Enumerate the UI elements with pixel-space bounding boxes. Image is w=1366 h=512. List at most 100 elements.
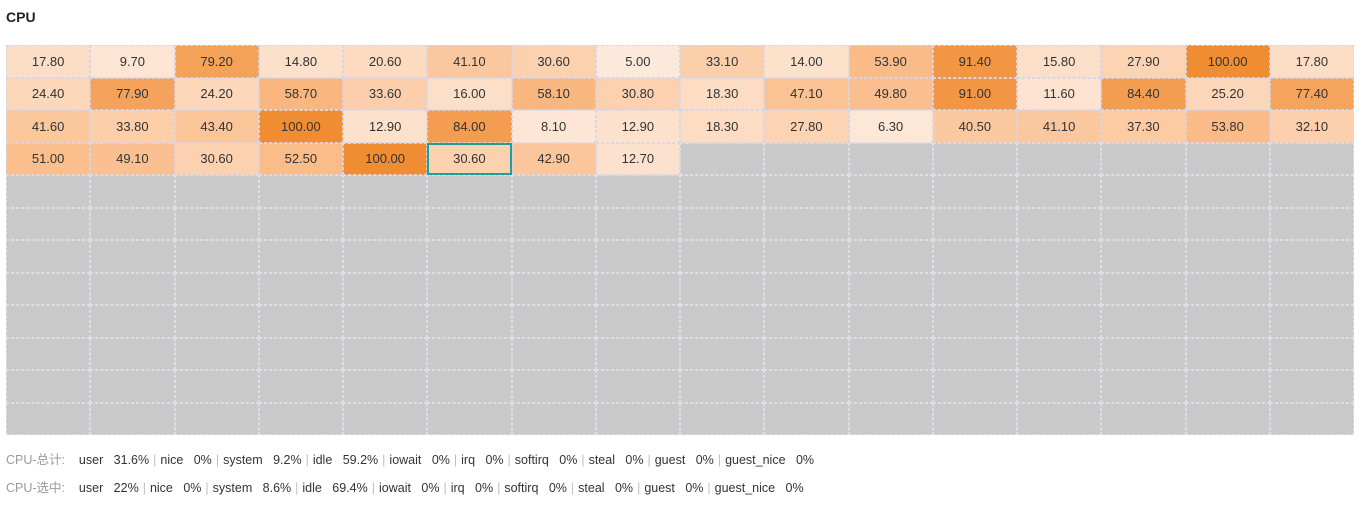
empty-cell	[848, 337, 933, 370]
stat-name: system	[212, 481, 263, 495]
cpu-core-cell[interactable]: 41.10	[427, 45, 512, 78]
empty-cell	[1185, 175, 1270, 208]
cpu-core-cell[interactable]: 100.00	[1185, 45, 1270, 78]
cpu-core-cell[interactable]: 12.90	[595, 110, 680, 143]
cpu-core-cell[interactable]: 30.80	[595, 77, 680, 110]
cpu-core-cell[interactable]: 58.10	[511, 77, 596, 110]
empty-cell	[511, 305, 596, 338]
cpu-core-cell[interactable]: 11.60	[1017, 77, 1102, 110]
cpu-core-cell[interactable]: 6.30	[848, 110, 933, 143]
cpu-core-cell[interactable]: 91.40	[932, 45, 1017, 78]
cpu-core-cell[interactable]: 84.00	[427, 110, 512, 143]
cpu-core-cell[interactable]: 27.90	[1101, 45, 1186, 78]
cpu-core-cell[interactable]: 33.10	[680, 45, 765, 78]
separator: |	[153, 453, 157, 467]
separator: |	[717, 453, 722, 467]
empty-cell	[932, 207, 1017, 240]
cpu-core-cell[interactable]: 8.10	[511, 110, 596, 143]
cpu-core-cell[interactable]: 49.10	[90, 142, 175, 175]
empty-cell	[258, 370, 343, 403]
empty-cell	[1017, 370, 1102, 403]
empty-cell	[848, 402, 933, 435]
cpu-core-cell[interactable]: 18.30	[680, 110, 765, 143]
empty-cell	[1185, 240, 1270, 273]
empty-cell	[595, 337, 680, 370]
cpu-core-cell[interactable]: 12.90	[343, 110, 428, 143]
empty-cell	[511, 272, 596, 305]
empty-cell	[764, 175, 849, 208]
empty-cell	[1017, 337, 1102, 370]
cpu-core-cell[interactable]: 14.00	[764, 45, 849, 78]
cpu-core-cell[interactable]: 30.60	[174, 142, 259, 175]
cpu-core-cell[interactable]: 100.00	[343, 142, 428, 175]
cpu-core-cell[interactable]: 33.60	[343, 77, 428, 110]
empty-cell	[427, 337, 512, 370]
empty-cell	[1269, 370, 1354, 403]
empty-cell	[6, 370, 91, 403]
cpu-core-cell[interactable]: 24.40	[6, 77, 91, 110]
cpu-core-cell[interactable]: 30.60	[427, 142, 512, 175]
cpu-core-cell[interactable]: 53.80	[1185, 110, 1270, 143]
separator: |	[637, 481, 641, 495]
separator: |	[707, 481, 711, 495]
empty-cell	[427, 175, 512, 208]
cpu-core-cell[interactable]: 12.70	[595, 142, 680, 175]
cpu-core-cell[interactable]: 27.80	[764, 110, 849, 143]
cpu-core-cell[interactable]: 18.30	[680, 77, 765, 110]
cpu-core-cell[interactable]: 84.40	[1101, 77, 1186, 110]
cpu-core-cell[interactable]: 53.90	[848, 45, 933, 78]
empty-cell	[848, 175, 933, 208]
empty-cell	[1185, 337, 1270, 370]
cpu-core-cell[interactable]: 43.40	[174, 110, 259, 143]
empty-cell	[174, 337, 259, 370]
cpu-core-cell[interactable]: 42.90	[511, 142, 596, 175]
cpu-core-cell[interactable]: 79.20	[174, 45, 259, 78]
stat-name: guest	[654, 453, 696, 467]
empty-cell	[511, 370, 596, 403]
cpu-core-cell[interactable]: 17.80	[6, 45, 91, 78]
stat-value: 0%	[695, 453, 714, 467]
cpu-core-cell[interactable]: 49.80	[848, 77, 933, 110]
cpu-core-cell[interactable]: 33.80	[90, 110, 175, 143]
cpu-core-cell[interactable]: 40.50	[932, 110, 1017, 143]
cpu-core-cell[interactable]: 25.20	[1185, 77, 1270, 110]
separator: |	[142, 481, 146, 495]
empty-cell	[1185, 402, 1270, 435]
stat-name: iowait	[379, 481, 422, 495]
cpu-core-cell[interactable]: 100.00	[258, 110, 343, 143]
empty-cell	[511, 337, 596, 370]
cpu-core-cell[interactable]: 20.60	[343, 45, 428, 78]
cpu-core-cell[interactable]: 91.00	[932, 77, 1017, 110]
cpu-core-cell[interactable]: 17.80	[1269, 45, 1354, 78]
cpu-core-cell[interactable]: 16.00	[427, 77, 512, 110]
empty-cell	[1269, 272, 1354, 305]
cpu-core-cell[interactable]: 37.30	[1101, 110, 1186, 143]
stat-name: steal	[578, 481, 615, 495]
empty-cell	[343, 337, 428, 370]
cpu-core-cell[interactable]: 14.80	[258, 45, 343, 78]
cpu-core-cell[interactable]: 15.80	[1017, 45, 1102, 78]
empty-cell	[932, 142, 1017, 175]
cpu-core-cell[interactable]: 77.90	[90, 77, 175, 110]
cpu-core-cell[interactable]: 5.00	[595, 45, 680, 78]
empty-cell	[343, 272, 428, 305]
cpu-core-cell[interactable]: 58.70	[258, 77, 343, 110]
cpu-core-cell[interactable]: 77.40	[1269, 77, 1354, 110]
cpu-core-cell[interactable]: 24.20	[174, 77, 259, 110]
empty-cell	[595, 402, 680, 435]
stat-value: 0%	[183, 481, 202, 495]
stat-name: nice	[149, 481, 184, 495]
stat-value: 0%	[548, 481, 567, 495]
cpu-core-cell[interactable]: 30.60	[511, 45, 596, 78]
cpu-core-cell[interactable]: 9.70	[90, 45, 175, 78]
cpu-core-cell[interactable]: 52.50	[258, 142, 343, 175]
stat-value: 0%	[685, 481, 704, 495]
cpu-core-cell[interactable]: 47.10	[764, 77, 849, 110]
cpu-core-cell[interactable]: 32.10	[1269, 110, 1354, 143]
cpu-core-cell[interactable]: 41.60	[6, 110, 91, 143]
cpu-core-cell[interactable]: 41.10	[1017, 110, 1102, 143]
empty-cell	[1269, 240, 1354, 273]
empty-cell	[258, 402, 343, 435]
cpu-core-cell[interactable]: 51.00	[6, 142, 91, 175]
empty-cell	[764, 337, 849, 370]
